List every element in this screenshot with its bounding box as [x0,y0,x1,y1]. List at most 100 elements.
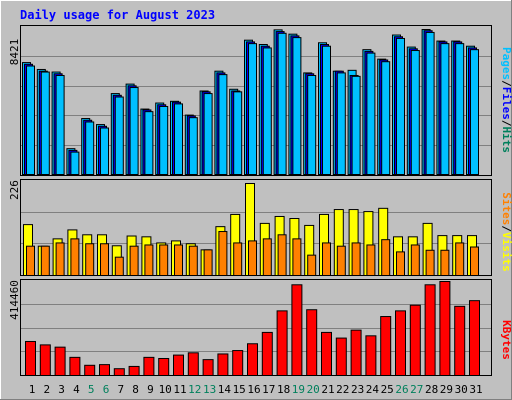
x-tick-label: 25 [381,383,394,396]
x-tick-label: 5 [88,383,95,396]
pages-bar [410,50,420,175]
kbytes-bar [350,329,362,376]
x-tick-label: 29 [440,383,453,396]
legend-entry: KBytes [500,320,512,360]
pages-bar [366,52,376,175]
kbytes-axis-max-label: 414460 [8,280,21,320]
pages-bar [425,31,435,175]
sites-bar [322,242,331,276]
sites-bar [174,244,183,276]
pages-bar [292,37,302,176]
pages-bar [144,111,154,175]
x-tick-label: 18 [277,383,290,396]
sites-bar [144,244,154,276]
kbytes-bar [424,284,436,376]
sites-bar [233,242,243,276]
kbytes-bar [321,331,332,376]
x-tick-label: 31 [469,383,482,396]
kbytes-bar [335,337,347,377]
sites-bar [129,245,139,276]
pages-bar [307,74,317,175]
sites-bar [70,238,80,277]
x-tick-label: 4 [73,383,80,396]
legend-entry: / [500,120,512,127]
pages-bar [114,96,124,175]
pages-bar [129,87,139,175]
panel-hits-files-pages: 8421 Pages/Files/Hits [8,25,512,176]
kbytes-bar [69,356,81,376]
pages-bar [262,47,272,175]
x-axis-day-labels: 1 2 3 4 5 6 7 8 9 10 11 12 13 14 15 16 17 18 19 20 21 22 23 24 2… [29,383,483,396]
x-tick-label: 28 [425,383,438,396]
sites-bar [159,244,169,276]
legend-entry: Hits [500,127,512,154]
sites-bar [100,243,109,276]
kbytes-bar [187,352,199,376]
pages-bar [233,91,243,175]
legend-entry: Sites [500,192,512,225]
sites-bar [85,243,95,276]
legend-entry: Pages [500,47,512,80]
kbytes-bar [454,305,466,376]
pages-bar [203,93,213,175]
pages-bar [159,105,169,175]
legend-entry: Visits [500,232,512,272]
x-tick-label: 27 [410,383,423,396]
sites-bar [26,245,35,276]
kbytes-bar [365,335,377,377]
x-tick-label: 16 [247,383,260,396]
kbytes-bar [395,310,406,376]
kbytes-bar [128,365,140,376]
kbytes-bar [84,364,96,376]
visits-axis-max-label: 226 [8,180,21,200]
x-tick-label: 11 [173,383,186,396]
x-tick-label: 6 [103,383,110,396]
x-tick-label: 24 [366,383,380,396]
kbytes-bar [158,357,170,377]
kbytes-bar [202,359,214,377]
x-tick-label: 10 [159,383,172,396]
kbytes-bar [173,354,184,376]
pages-bar [188,117,198,176]
kbytes-bar [469,300,480,376]
kbytes-bar [247,343,258,376]
sites-bar [248,240,257,276]
x-tick-label: 1 [29,383,36,396]
x-tick-label: 13 [203,383,216,396]
pages-bar [85,121,95,175]
x-tick-label: 26 [395,383,408,396]
sites-bar [262,238,272,277]
legend-entry: / [500,80,512,87]
pages-bar [174,103,183,175]
x-tick-label: 9 [147,383,154,396]
pages-bar [470,49,479,175]
x-tick-label: 12 [188,383,201,396]
pages-bar [26,65,35,175]
kbytes-bar [54,346,66,377]
x-tick-label: 8 [132,383,139,396]
pages-bar [351,75,361,175]
legend-label: KBytes [500,320,512,360]
pages-bar [55,74,65,175]
x-tick-label: 15 [233,383,246,396]
kbytes-bar [232,350,244,377]
kbytes-bar [261,331,273,376]
sites-bar [440,249,450,276]
pages-bar [455,43,465,175]
sites-bar [381,239,391,276]
kbytes-bar [25,340,36,376]
sites-bar [307,254,317,276]
kbytes-bar [380,316,392,377]
sites-bar [425,249,435,276]
panel-kbytes: 414460 KBytes [8,279,512,377]
x-tick-label: 7 [117,383,124,396]
pages-bar [396,37,405,175]
x-tick-label: 20 [307,383,320,396]
kbytes-bar [306,309,318,376]
pages-bar [100,127,109,175]
pages-bar [440,43,450,175]
sites-bar [470,246,479,276]
kbytes-bar [99,364,110,377]
sites-bar [336,245,346,276]
